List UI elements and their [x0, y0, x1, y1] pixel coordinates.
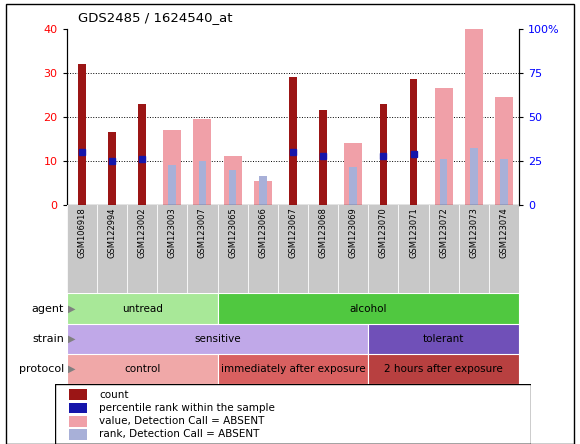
Bar — [349, 167, 357, 205]
Bar — [253, 181, 272, 205]
Text: GSM122994: GSM122994 — [107, 207, 117, 258]
Bar — [223, 156, 242, 205]
Text: GSM123068: GSM123068 — [318, 207, 328, 258]
Text: GSM123074: GSM123074 — [499, 207, 509, 258]
Text: GSM123069: GSM123069 — [349, 207, 358, 258]
Text: GSM123007: GSM123007 — [198, 207, 207, 258]
Bar — [319, 110, 327, 205]
Text: GSM123003: GSM123003 — [168, 207, 177, 258]
Text: immediately after exposure: immediately after exposure — [220, 364, 365, 374]
Bar — [70, 429, 88, 440]
Bar — [70, 416, 88, 427]
Bar — [198, 161, 206, 205]
Text: count: count — [99, 390, 129, 400]
Bar — [108, 132, 116, 205]
Bar — [78, 64, 86, 205]
Text: 2 hours after exposure: 2 hours after exposure — [385, 364, 503, 374]
Bar — [67, 324, 368, 354]
Bar — [379, 103, 387, 205]
Bar — [218, 293, 519, 324]
Bar — [67, 293, 218, 324]
Bar — [344, 143, 362, 205]
Text: GSM123070: GSM123070 — [379, 207, 388, 258]
Bar — [163, 130, 182, 205]
Text: alcohol: alcohol — [350, 304, 387, 313]
Bar — [465, 29, 483, 205]
Bar — [218, 354, 368, 384]
Text: untread: untread — [122, 304, 162, 313]
Text: GDS2485 / 1624540_at: GDS2485 / 1624540_at — [78, 12, 233, 24]
Text: GSM123073: GSM123073 — [469, 207, 478, 258]
Bar — [409, 79, 418, 205]
Bar — [67, 354, 218, 384]
Text: tolerant: tolerant — [423, 334, 465, 344]
Bar — [70, 389, 88, 400]
Text: strain: strain — [32, 334, 64, 344]
Text: GSM123067: GSM123067 — [288, 207, 298, 258]
Text: protocol: protocol — [19, 364, 64, 374]
Bar — [169, 165, 176, 205]
Text: GSM123071: GSM123071 — [409, 207, 418, 258]
Bar — [440, 159, 448, 205]
Bar — [500, 159, 508, 205]
Bar — [259, 176, 267, 205]
Bar — [138, 103, 146, 205]
Bar — [495, 97, 513, 205]
Bar — [193, 119, 212, 205]
Text: value, Detection Call = ABSENT: value, Detection Call = ABSENT — [99, 416, 264, 426]
Bar — [470, 147, 478, 205]
Bar — [229, 170, 237, 205]
Text: rank, Detection Call = ABSENT: rank, Detection Call = ABSENT — [99, 429, 260, 440]
Text: agent: agent — [31, 304, 64, 313]
Text: GSM123066: GSM123066 — [258, 207, 267, 258]
Bar — [368, 354, 519, 384]
Bar — [368, 324, 519, 354]
Text: percentile rank within the sample: percentile rank within the sample — [99, 403, 275, 413]
Text: ▶: ▶ — [68, 334, 76, 344]
Bar — [70, 403, 88, 413]
Text: ▶: ▶ — [68, 304, 76, 313]
Text: GSM123065: GSM123065 — [228, 207, 237, 258]
Text: ▶: ▶ — [68, 364, 76, 374]
Text: GSM106918: GSM106918 — [77, 207, 86, 258]
Text: GSM123072: GSM123072 — [439, 207, 448, 258]
Text: sensitive: sensitive — [194, 334, 241, 344]
Bar — [289, 77, 297, 205]
Text: control: control — [124, 364, 160, 374]
Bar — [434, 88, 453, 205]
Text: GSM123002: GSM123002 — [137, 207, 147, 258]
